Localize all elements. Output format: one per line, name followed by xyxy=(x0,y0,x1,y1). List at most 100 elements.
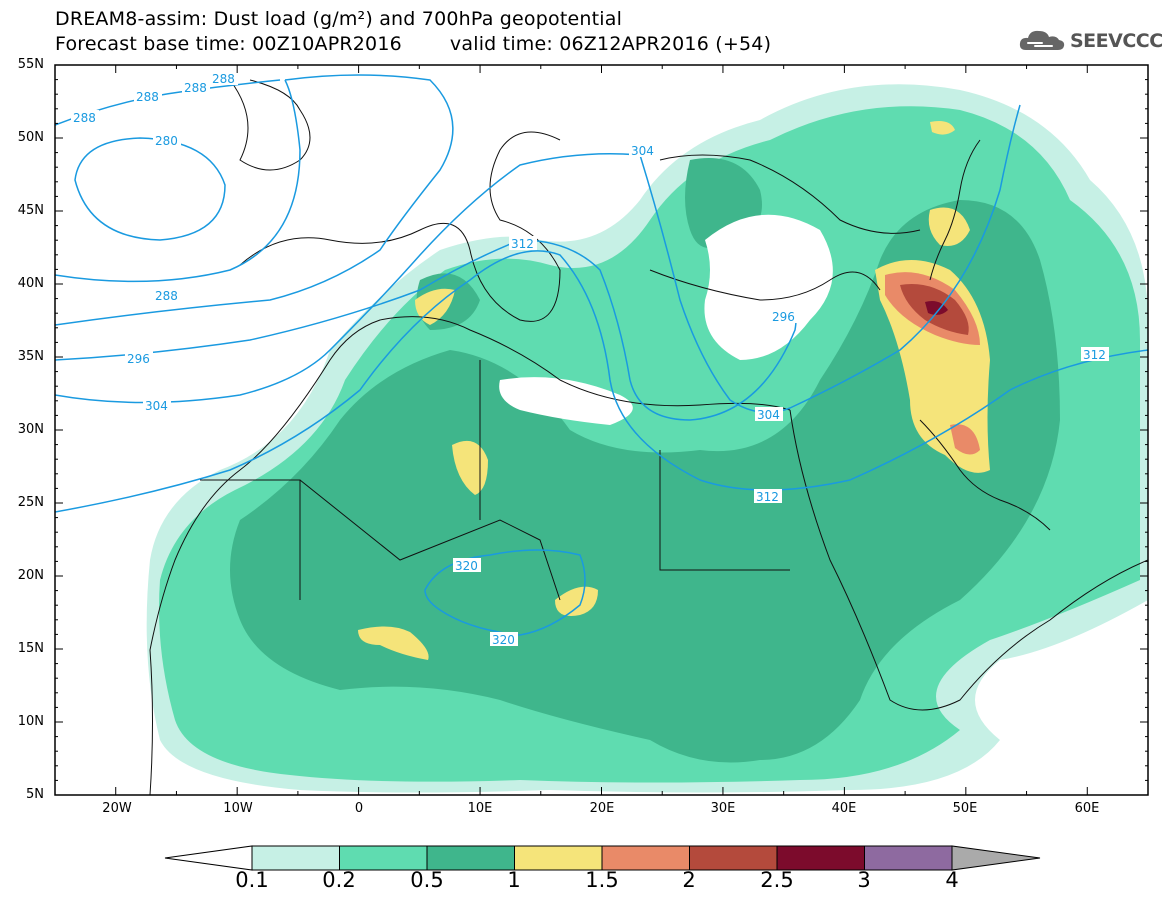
svg-text:320: 320 xyxy=(492,633,515,647)
axis-ticks xyxy=(54,64,1149,796)
contour-288 xyxy=(55,74,454,326)
contour-label: 312 xyxy=(1081,347,1109,362)
lon-label: 40E xyxy=(831,801,857,816)
contour-label: 320 xyxy=(453,558,481,573)
svg-text:296: 296 xyxy=(127,352,150,366)
valid-time: valid time: 06Z12APR2016 (+54) xyxy=(449,33,772,55)
lon-label: 0 xyxy=(354,801,364,816)
geopotential-contours xyxy=(55,74,1148,636)
map-title: DREAM8-assim: Dust load (g/m²) and 700hP… xyxy=(55,8,623,30)
contour-304 xyxy=(55,104,1021,414)
svg-text:304: 304 xyxy=(757,408,780,422)
colorbar-label: 1 xyxy=(507,868,521,892)
lat-label: 25N xyxy=(17,495,44,510)
contour-280 xyxy=(74,137,226,241)
svg-text:304: 304 xyxy=(631,144,654,158)
lat-label: 5N xyxy=(26,787,44,802)
svg-text:296: 296 xyxy=(772,310,795,324)
contour-label: 312 xyxy=(754,489,782,504)
svg-text:288: 288 xyxy=(212,72,235,86)
lat-label: 45N xyxy=(17,203,44,218)
lat-label: 15N xyxy=(17,641,44,656)
svg-text:288: 288 xyxy=(155,289,178,303)
contour-labels: 288 288 288 288 280 288 296 304 304 312 … xyxy=(71,71,1109,647)
colorbar-label: 4 xyxy=(945,868,959,892)
colorbar-over-arrow xyxy=(951,845,1041,871)
lon-label: 20W xyxy=(102,801,132,816)
svg-text:280: 280 xyxy=(155,134,178,148)
lon-label: 10E xyxy=(467,801,493,816)
dust-band-1 xyxy=(555,586,598,616)
colorbar-box xyxy=(339,845,428,871)
colorbar-box xyxy=(689,845,778,871)
lat-label: 30N xyxy=(17,422,44,437)
lon-label: 50E xyxy=(952,801,978,816)
svg-text:320: 320 xyxy=(455,559,478,573)
dust-band-1 xyxy=(928,207,970,246)
contour-320 xyxy=(424,549,586,636)
forecast-times: Forecast base time: 00Z10APR2016 valid ti… xyxy=(55,33,771,55)
colorbar-label: 2.5 xyxy=(760,868,794,892)
lon-label: 10W xyxy=(223,801,253,816)
lat-label: 50N xyxy=(17,130,44,145)
lon-label: 60E xyxy=(1074,801,1100,816)
svg-text:312: 312 xyxy=(1083,348,1106,362)
seevccc-logo: SEEVCCC xyxy=(1018,28,1163,54)
dust-band-1 xyxy=(930,121,955,135)
clear-area xyxy=(704,214,833,360)
svg-text:304: 304 xyxy=(145,399,168,413)
lon-label: 30E xyxy=(710,801,736,816)
lat-label: 20N xyxy=(17,568,44,583)
svg-text:288: 288 xyxy=(184,81,207,95)
colorbar-label: 0.2 xyxy=(322,868,356,892)
contour-label: 280 xyxy=(153,133,181,148)
svg-text:312: 312 xyxy=(511,237,534,251)
colorbar-boxes xyxy=(251,845,953,871)
contour-label: 312 xyxy=(509,236,537,251)
contour-label: 304 xyxy=(143,398,171,413)
dust-band-1 xyxy=(358,626,429,660)
colorbar-label: 0.1 xyxy=(235,868,269,892)
clear-area xyxy=(499,377,633,425)
contour-label: 288 xyxy=(153,288,181,303)
contour-label: 288 xyxy=(134,89,162,104)
colorbar xyxy=(164,845,1041,871)
svg-text:312: 312 xyxy=(756,490,779,504)
colorbar-box xyxy=(776,845,865,871)
contour-label: 288 xyxy=(210,71,238,86)
lon-label: 20E xyxy=(589,801,615,816)
contour-296 xyxy=(55,239,631,381)
colorbar-box xyxy=(864,845,953,871)
contour-label: 296 xyxy=(770,309,798,324)
dust-band-0.5 xyxy=(230,200,1060,763)
colorbar-under-arrow xyxy=(164,845,253,871)
colorbar-box xyxy=(426,845,515,871)
dust-load-field xyxy=(55,65,1148,795)
contour-label: 296 xyxy=(125,351,153,366)
lat-label: 40N xyxy=(17,276,44,291)
coastlines xyxy=(149,79,1148,795)
colorbar-label: 2 xyxy=(682,868,696,892)
cloud-icon xyxy=(1019,30,1065,50)
colorbar-label: 1.5 xyxy=(585,868,619,892)
base-time: Forecast base time: 00Z10APR2016 xyxy=(55,33,402,55)
svg-text:288: 288 xyxy=(73,111,96,125)
contour-label: 320 xyxy=(490,632,518,647)
contour-label: 304 xyxy=(755,407,783,422)
colorbar-label: 3 xyxy=(857,868,871,892)
logo-text: SEEVCCC xyxy=(1070,30,1163,52)
lat-label: 55N xyxy=(17,57,44,72)
lat-label: 10N xyxy=(17,714,44,729)
colorbar-label: 0.5 xyxy=(410,868,444,892)
colorbar-box xyxy=(514,845,603,871)
svg-text:288: 288 xyxy=(136,90,159,104)
lat-label: 35N xyxy=(17,349,44,364)
contour-label: 304 xyxy=(629,143,657,158)
contour-label: 288 xyxy=(71,110,99,125)
dust-band-1.5 xyxy=(950,424,980,455)
contour-312 xyxy=(55,250,1148,513)
colorbar-box xyxy=(251,845,340,871)
colorbar-box xyxy=(601,845,690,871)
